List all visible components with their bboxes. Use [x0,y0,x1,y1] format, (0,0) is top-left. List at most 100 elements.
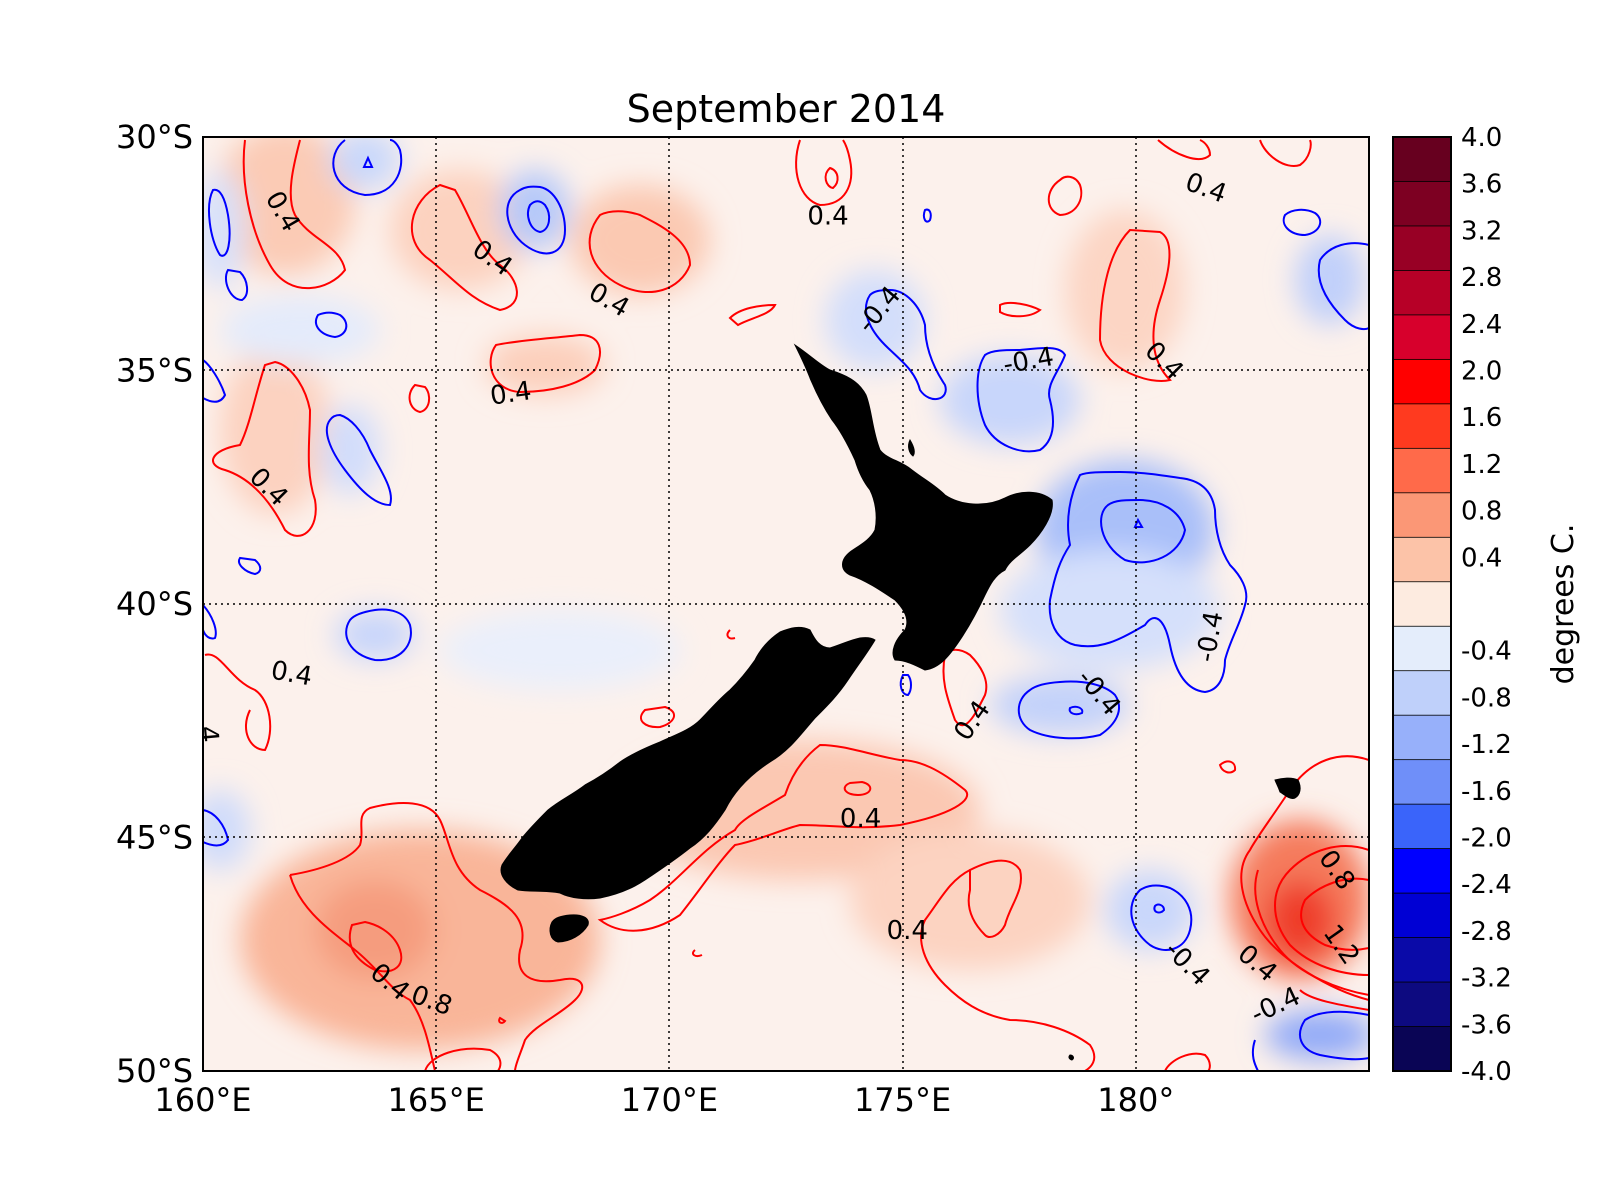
contour-neg-5 [208,188,231,257]
contour-pos-27 [1300,877,1369,951]
contour-pos-28 [1254,869,1369,996]
cool-patch-2 [500,170,570,250]
colorbar: 4.0 3.6 3.2 2.8 2.4 2.0 1.6 1.2 0.8 0.4 -0.4 -0.8 -1… [1392,123,1581,1087]
cool-patch-9 [1265,1010,1369,1060]
cool-patch-13 [203,790,250,870]
colorbar-tick-label: -3.6 [1461,1010,1512,1040]
contour-neg-9 [238,556,262,576]
colorbar-tick-label: 0.8 [1461,497,1502,527]
contour-pos-22 [920,869,1096,1071]
contour-pos-26 [1274,845,1369,976]
contour-pos-29 [1299,989,1369,1011]
lat-tick-label: 45°S [116,819,193,857]
cool-patch-10 [335,610,415,660]
colorbar-box [1392,981,1452,1028]
contour-neg-22 [899,674,912,697]
contour-pos-13 [1047,175,1083,217]
contour-neg-15 [865,288,947,400]
colorbar-box [1392,892,1452,939]
contour-pos-32 [289,802,584,1071]
longitude-tick-labels: 160°E 165°E 170°E 175°E 180° [154,1081,1174,1119]
colorbar-tick-label: -0.4 [1461,637,1512,667]
cool-patch-14 [220,295,380,365]
colorbar-box [1392,536,1452,583]
contour-neg-10 [345,608,412,662]
contour-pos-23 [967,859,1022,938]
colorbar-tick-labels: 4.0 3.6 3.2 2.8 2.4 2.0 1.6 1.2 0.8 0.4 -0.4 -0.8 -1… [1461,123,1512,1087]
contour-pos-10 [640,705,675,729]
contour-pos-11 [726,629,736,640]
contour-neg-11 [203,359,227,403]
colorbar-box [1392,181,1452,227]
colorbar-tick-label: -1.6 [1461,777,1512,807]
colorbar-box [1392,581,1452,628]
great-barrier-island [908,438,915,457]
contour-label: 0.4 [488,376,533,411]
map-title: September 2014 [627,87,946,131]
contour-pos-33 [348,920,403,973]
warm-patch-n2 [570,185,710,295]
contour-neg-12 [203,604,217,640]
warm-patch-n3 [485,335,605,395]
warm-patch-se [850,830,1090,970]
contour-neg-18 [1100,498,1187,564]
colorbar-box [1392,625,1452,672]
contour-pos-1 [242,139,347,290]
colorbar-tick-label: 4.0 [1461,123,1502,153]
colorbar-label: degrees C. [1546,524,1581,685]
map-plot-area: 0.40.40.40.40.40.40.4.4-0.4-0.4 0.40.4-0.… [192,137,1369,1071]
contour-pos-16 [1157,139,1212,160]
colorbar-box [1392,403,1452,450]
positive-contours [204,139,1369,1071]
graticule [203,137,1369,1071]
contour-neg-28 [1251,1039,1259,1071]
cool-patch-15 [203,170,245,290]
contour-neg-17 [1048,470,1248,694]
colorbar-boxes [1392,136,1452,1073]
colorbar-box [1392,314,1452,361]
colorbar-box [1392,225,1452,272]
colorbar-tick-label: -2.4 [1461,870,1512,900]
south-island [500,626,876,900]
contour-pos-7 [408,383,431,414]
contour-pos-15 [1098,228,1172,382]
contour-neg-26 [1153,903,1166,914]
contour-label: .4 [192,716,224,743]
contour-label: 0.4 [887,916,928,946]
colorbar-tick-label: -3.2 [1461,964,1512,994]
north-island [793,343,1053,671]
colorbar-box [1392,759,1452,806]
contour-neg-3 [506,185,567,255]
colorbar-tick-label: 3.2 [1461,216,1502,246]
contour-pos-21 [692,949,703,958]
contour-neg-25 [1130,884,1193,951]
contour-pos-34 [424,1047,502,1071]
colorbar-box [1392,492,1452,539]
contour-pos-20 [843,780,872,797]
contour-pos-2 [411,183,518,312]
cool-patch-1 [330,137,400,190]
contour-neg-8 [325,413,392,507]
colorbar-box [1392,270,1452,316]
map-frame [202,136,1370,1072]
contour-pos-17 [1259,139,1312,167]
negative-contours [203,139,1369,1071]
colorbar-tick-label: 2.4 [1461,310,1502,340]
cool-patch-16 [440,610,680,690]
contour-neg-19 [1133,517,1144,528]
warm-patch-sw2 [315,880,435,980]
colorbar-tick-label: 2.8 [1461,263,1502,293]
colorbar-box [1392,937,1452,984]
colorbar-tick-label: -2.8 [1461,917,1512,947]
lat-tick-label: 30°S [116,118,193,156]
contour-pos-4 [795,139,853,207]
colorbar-tick-label: -0.8 [1461,683,1512,713]
contour-neg-21 [1068,705,1084,716]
contour-pos-30 [1164,1052,1211,1071]
contour-pos-5 [824,166,839,190]
colorbar-tick-label: 1.2 [1461,450,1502,480]
lon-tick-label: 160°E [154,1081,251,1119]
contour-neg-20 [1017,680,1120,740]
contour-neg-13 [203,809,230,847]
lat-tick-label: 40°S [116,585,193,623]
